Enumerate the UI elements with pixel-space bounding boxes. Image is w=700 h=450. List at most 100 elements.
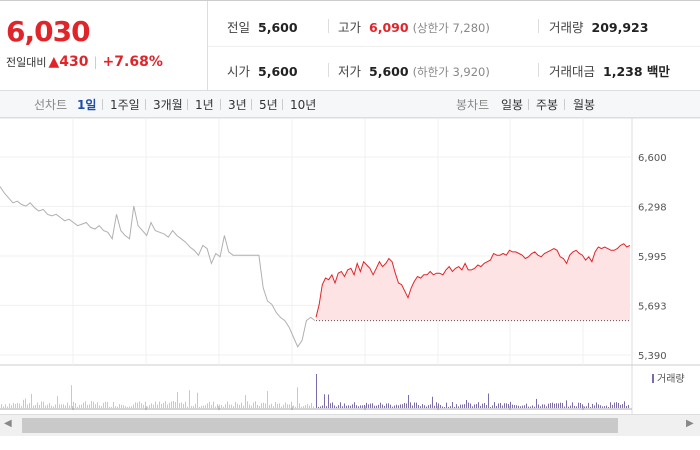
volume-bar-today <box>358 406 359 408</box>
volume-bar-previous <box>301 406 302 408</box>
volume-bar-previous <box>273 406 274 408</box>
volume-bar-today <box>600 405 601 408</box>
volume-bar-previous <box>17 402 18 408</box>
tab-5years[interactable]: 5년 <box>259 98 278 112</box>
volume-bar-previous <box>165 401 166 408</box>
volume-bar-today <box>508 404 509 408</box>
tab-10years[interactable]: 10년 <box>290 98 317 112</box>
turnover-label: 거래대금 <box>549 64 596 79</box>
volume-bar-today <box>482 403 483 408</box>
volume-bar-previous <box>133 404 134 408</box>
volume-bar-previous <box>189 390 190 408</box>
tab-1day[interactable]: 1일 <box>77 98 97 112</box>
volume-bar-today <box>464 404 465 408</box>
volume-bar-today <box>570 405 571 408</box>
scroll-left-arrow-icon[interactable]: ◀ <box>4 418 12 429</box>
volume-bar-today <box>448 406 449 408</box>
volume-bar-today <box>618 402 619 408</box>
volume-bar-today <box>510 401 511 408</box>
today-price-line <box>315 243 631 318</box>
volume-bar-today <box>346 405 347 408</box>
volume-bar-previous <box>51 405 52 408</box>
chart-scrollbar[interactable]: ◀ ▶ <box>0 414 700 436</box>
volume-bar-previous <box>235 401 236 408</box>
y-tick-label: 5,390 <box>638 351 667 362</box>
volume-bar-today <box>324 394 325 408</box>
volume-bar-today <box>460 404 461 408</box>
volume-bar-today <box>506 403 507 408</box>
volume-bar-today <box>604 406 605 408</box>
volume-bar-previous <box>243 405 244 408</box>
volume-bar-today <box>602 406 603 408</box>
volume-bar-previous <box>29 402 30 408</box>
volume-bar-today <box>430 404 431 408</box>
volume-bar-today <box>560 402 561 408</box>
volume-bar-today <box>424 405 425 408</box>
volume-bar-today <box>450 406 451 408</box>
open-value: 5,600 <box>258 64 298 79</box>
volume-bar-previous <box>187 406 188 408</box>
current-price: 6,030 <box>6 15 91 48</box>
today-price-area <box>316 243 630 321</box>
volume-bar-today <box>382 404 383 408</box>
volume-bar-previous <box>151 403 152 408</box>
volume-bar-previous <box>109 406 110 408</box>
change-label: 전일대비 <box>6 56 47 69</box>
volume-bar-today <box>512 404 513 408</box>
volume-bar-today <box>470 403 471 408</box>
volume-bar-today <box>386 403 387 408</box>
tab-1year[interactable]: 1년 <box>195 98 214 112</box>
volume-bar-previous <box>283 404 284 408</box>
volume-bar-today <box>440 405 441 408</box>
volume-bar-today <box>370 403 371 408</box>
volume-bar-previous <box>39 404 40 408</box>
volume-bar-today <box>498 403 499 408</box>
volume-bar-today <box>376 405 377 408</box>
y-tick-label: 6,298 <box>638 202 667 213</box>
volume-bar-previous <box>263 402 264 408</box>
tab-1week[interactable]: 1주일 <box>110 98 140 112</box>
volume-bar-previous <box>215 406 216 408</box>
volume-bar-today <box>334 405 335 408</box>
volume-bar-previous <box>183 403 184 408</box>
low-stat: 저가 5,600 (하한가 3,920) <box>338 61 490 80</box>
y-axis-ticks: 6,600 6,298 5,995 5,693 5,390 <box>638 153 667 362</box>
volume-bar-today <box>354 402 355 408</box>
volume-bar-today <box>400 404 401 408</box>
volume-bar-today <box>402 404 403 408</box>
tab-monthly-candle[interactable]: 월봉 <box>573 98 596 112</box>
volume-bar-previous <box>225 404 226 408</box>
volume-bar-today <box>362 405 363 408</box>
volume-bar-today <box>552 402 553 408</box>
tab-weekly-candle[interactable]: 주봉 <box>536 98 559 112</box>
volume-bar-today <box>562 402 563 408</box>
price-change-row: 전일대비 ▲ 430 | +7.68% <box>6 54 163 70</box>
volume-label: 거래량 <box>549 20 584 35</box>
tab-3months[interactable]: 3개월 <box>153 98 183 112</box>
volume-bar-today <box>410 402 411 408</box>
volume-bar-today <box>458 406 459 408</box>
volume-bar-previous <box>123 405 124 408</box>
volume-bar-previous <box>19 403 20 408</box>
volume-bar-today <box>540 406 541 408</box>
volume-bar-today <box>474 404 475 408</box>
volume-bar-today <box>626 406 627 408</box>
volume-bar-previous <box>27 404 28 408</box>
scroll-right-arrow-icon[interactable]: ▶ <box>686 418 694 429</box>
volume-bar-previous <box>221 405 222 408</box>
tab-daily-candle[interactable]: 일봉 <box>501 98 524 112</box>
volume-bar-previous <box>293 405 294 408</box>
volume-bar-today <box>554 403 555 408</box>
volume-bar-today <box>622 404 623 408</box>
volume-bar-today <box>572 402 573 408</box>
volume-bar-today <box>420 406 421 408</box>
volume-bar-previous <box>3 406 4 408</box>
scrollbar-thumb[interactable] <box>22 418 618 433</box>
tab-3years[interactable]: 3년 <box>228 98 247 112</box>
volume-bar-previous <box>33 405 34 408</box>
volume-bar-today <box>620 404 621 408</box>
stat-divider <box>538 19 539 33</box>
volume-bar-previous <box>227 401 228 408</box>
volume-bar-previous <box>87 404 88 408</box>
volume-bar-today <box>466 399 467 408</box>
